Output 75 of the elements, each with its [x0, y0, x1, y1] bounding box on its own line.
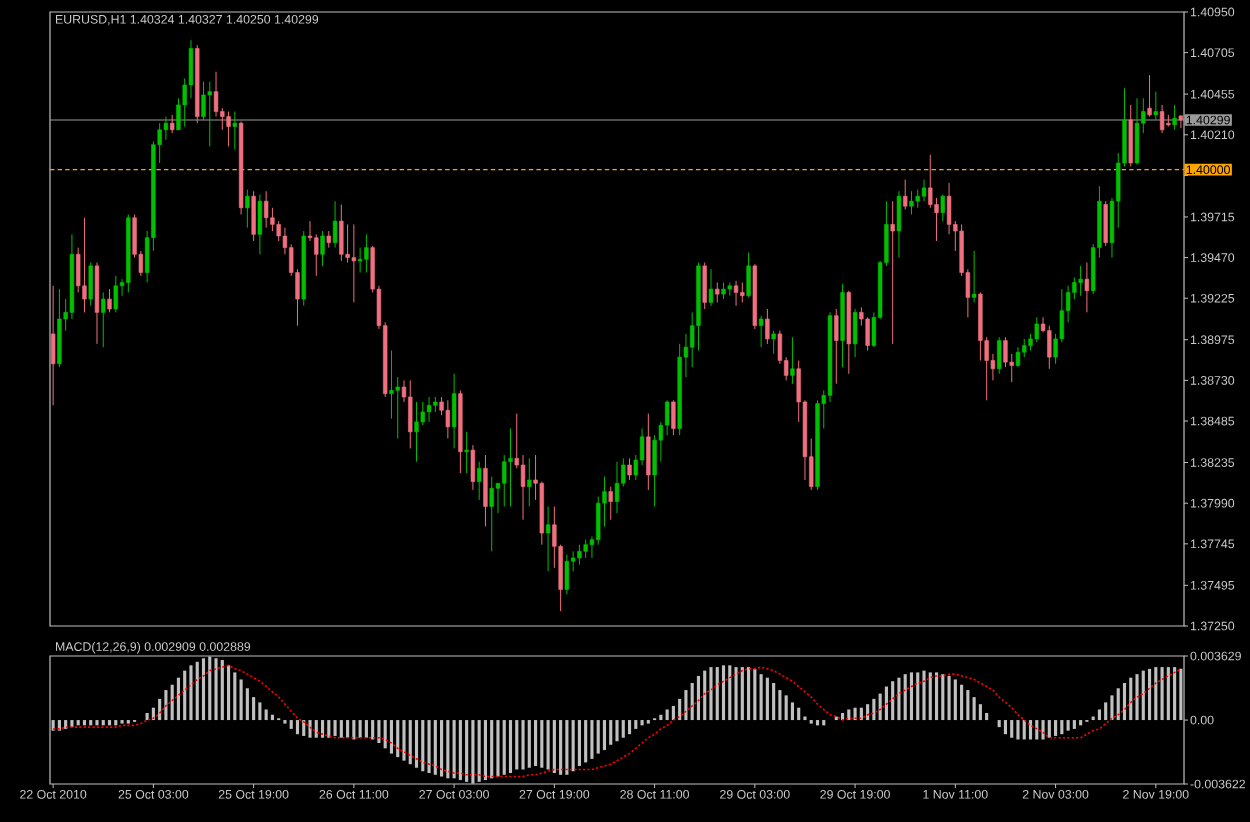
candlestick [489, 476, 494, 552]
candlestick [940, 194, 945, 222]
candlestick [765, 308, 770, 345]
candlestick [207, 81, 212, 147]
candlestick [583, 539, 588, 559]
candlestick [1147, 74, 1152, 118]
candlestick [426, 396, 432, 423]
candlestick [771, 330, 776, 355]
candlestick [1034, 316, 1039, 343]
candlestick [101, 291, 106, 348]
candlestick [50, 285, 56, 406]
candlestick [113, 275, 118, 313]
candlestick [527, 457, 532, 508]
candlestick [758, 315, 764, 348]
candlestick [1047, 325, 1052, 370]
candlestick [263, 190, 269, 229]
candlestick [1153, 91, 1158, 121]
candlestick [94, 262, 100, 345]
candlestick [545, 506, 551, 572]
candlestick [896, 190, 902, 259]
candlestick [470, 444, 476, 491]
candlestick [627, 457, 632, 481]
candlestick [226, 111, 231, 147]
candlestick [320, 230, 325, 267]
candlestick [614, 461, 620, 514]
candlestick [909, 190, 914, 215]
candlestick [1078, 265, 1083, 297]
candlestick [715, 281, 720, 303]
candlestick [971, 250, 977, 303]
candlestick [1103, 200, 1108, 247]
candlestick [997, 336, 1002, 375]
candlestick [332, 200, 338, 249]
candlestick [364, 233, 369, 274]
candlestick [508, 428, 513, 508]
candlestick [740, 281, 745, 303]
candlestick [1134, 97, 1140, 166]
candlestick [408, 379, 413, 449]
candlestick [1172, 104, 1177, 131]
candlestick [1159, 104, 1165, 134]
candlestick [608, 486, 613, 521]
candlestick [464, 431, 469, 474]
candlestick [251, 190, 256, 242]
candlestick [671, 399, 676, 436]
candlestick [57, 288, 62, 368]
candlestick [483, 454, 488, 527]
candlestick [890, 200, 895, 345]
candlestick [82, 217, 87, 313]
candlestick [451, 373, 457, 449]
candlestick [1128, 104, 1133, 167]
candlestick [790, 336, 795, 385]
candlestick [564, 554, 570, 595]
candlestick [852, 308, 858, 358]
candlestick [351, 223, 357, 303]
candlestick [1178, 114, 1184, 129]
candlestick [1084, 262, 1090, 313]
candlestick [257, 194, 263, 255]
candlestick [232, 111, 237, 151]
candlestick [476, 461, 482, 501]
candlestick [245, 189, 250, 229]
candlestick [414, 401, 419, 463]
candlestick [921, 179, 927, 202]
candlestick [107, 288, 112, 313]
candlestick [646, 413, 651, 491]
candlestick [1015, 346, 1021, 368]
candlestick [733, 280, 739, 307]
candlestick [577, 544, 582, 566]
candlestick [903, 179, 908, 210]
candlestick [746, 252, 751, 298]
candlestick [445, 399, 451, 439]
candlestick [708, 268, 714, 307]
candlestick [702, 262, 707, 310]
candlestick [88, 262, 93, 307]
candlestick [339, 203, 344, 262]
candlestick [834, 308, 839, 385]
candlestick [169, 114, 175, 134]
